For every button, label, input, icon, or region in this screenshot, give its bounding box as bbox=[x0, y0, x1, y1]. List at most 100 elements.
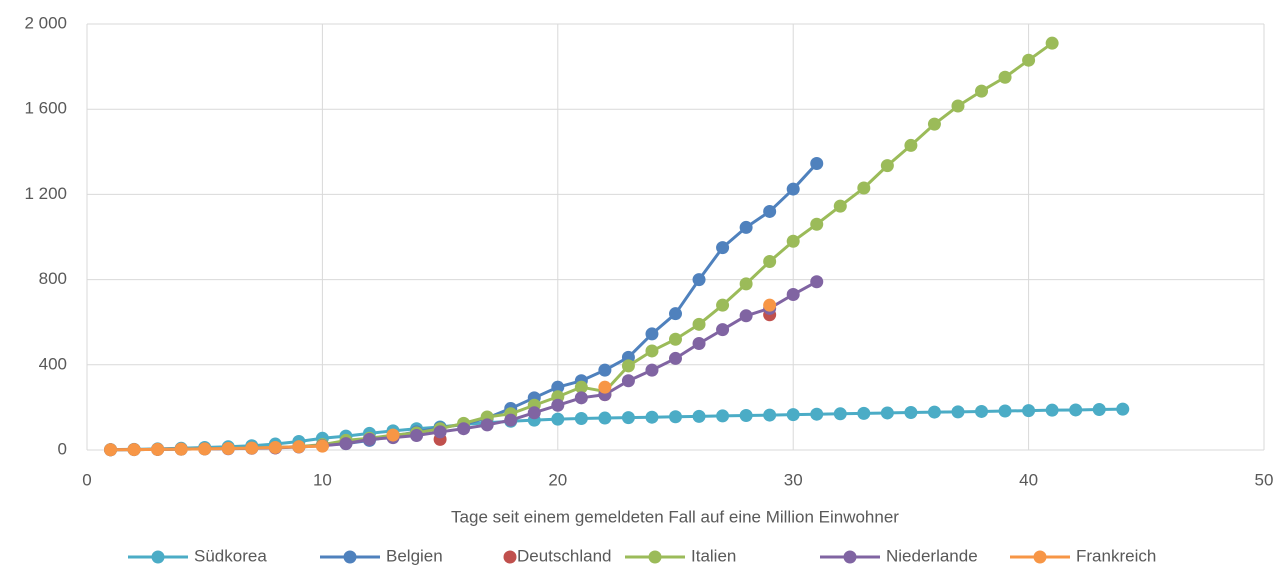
data-point bbox=[362, 432, 376, 446]
data-point bbox=[904, 406, 918, 420]
data-point bbox=[716, 409, 730, 423]
x-tick-label: 20 bbox=[548, 470, 567, 489]
data-point bbox=[692, 409, 706, 423]
series bbox=[104, 275, 824, 457]
legend-label: Belgien bbox=[386, 546, 443, 565]
data-point bbox=[645, 410, 659, 424]
legend-item: Deutschland bbox=[503, 546, 612, 565]
y-tick-label: 1 600 bbox=[24, 99, 67, 118]
x-tick-label: 30 bbox=[784, 470, 803, 489]
data-point bbox=[645, 363, 659, 377]
data-point bbox=[1045, 403, 1059, 417]
y-tick-label: 0 bbox=[58, 439, 67, 458]
legend-item: Italien bbox=[625, 546, 736, 565]
legend-item: Niederlande bbox=[820, 546, 978, 565]
data-point bbox=[810, 217, 824, 231]
legend-label: Deutschland bbox=[517, 546, 612, 565]
data-point bbox=[598, 363, 612, 377]
y-tick-label: 2 000 bbox=[24, 13, 67, 32]
data-point bbox=[739, 309, 753, 323]
data-point bbox=[1045, 36, 1059, 50]
data-point bbox=[951, 99, 965, 113]
data-point bbox=[339, 437, 353, 451]
data-point bbox=[198, 442, 212, 456]
data-point bbox=[833, 407, 847, 421]
data-point bbox=[739, 277, 753, 291]
legend-label: Italien bbox=[691, 546, 736, 565]
series-line bbox=[110, 407, 1123, 452]
data-point bbox=[786, 288, 800, 302]
data-point bbox=[669, 351, 682, 365]
data-point bbox=[504, 413, 518, 427]
data-point bbox=[975, 84, 989, 98]
data-point bbox=[433, 425, 447, 439]
data-point bbox=[645, 344, 659, 358]
x-axis-label: Tage seit einem gemeldeten Fall auf eine… bbox=[451, 507, 899, 526]
data-point bbox=[621, 411, 635, 425]
data-point bbox=[763, 408, 777, 422]
data-point bbox=[716, 323, 730, 337]
data-point bbox=[763, 298, 777, 312]
data-point bbox=[904, 138, 918, 152]
data-point bbox=[669, 332, 682, 346]
data-point bbox=[621, 359, 635, 373]
data-point bbox=[716, 298, 730, 312]
data-point bbox=[551, 412, 565, 426]
legend-marker bbox=[151, 550, 165, 564]
data-point bbox=[810, 407, 824, 421]
data-point bbox=[669, 307, 682, 321]
data-point bbox=[857, 406, 871, 420]
data-point bbox=[1022, 53, 1036, 67]
legend-marker bbox=[503, 550, 517, 564]
legend-label: Südkorea bbox=[194, 546, 267, 565]
data-point bbox=[1092, 403, 1106, 417]
y-tick-label: 400 bbox=[39, 354, 67, 373]
data-point bbox=[221, 442, 235, 456]
data-point bbox=[763, 254, 777, 268]
x-tick-label: 40 bbox=[1019, 470, 1038, 489]
data-point bbox=[880, 159, 894, 173]
legend-marker bbox=[1033, 550, 1047, 564]
y-tick-label: 1 200 bbox=[24, 184, 67, 203]
data-point bbox=[598, 411, 612, 425]
data-point bbox=[998, 404, 1012, 418]
data-point bbox=[786, 408, 800, 422]
series-line bbox=[110, 162, 818, 452]
data-point bbox=[551, 398, 565, 412]
x-tick-label: 50 bbox=[1255, 470, 1274, 489]
data-point bbox=[527, 406, 541, 420]
data-point bbox=[1022, 404, 1036, 418]
data-point bbox=[857, 181, 871, 195]
data-point bbox=[810, 275, 824, 289]
data-point bbox=[1069, 403, 1083, 417]
data-point bbox=[763, 204, 777, 218]
data-point bbox=[174, 442, 188, 456]
data-point bbox=[645, 327, 659, 341]
data-point bbox=[410, 429, 424, 443]
data-point bbox=[127, 443, 141, 457]
data-point bbox=[998, 70, 1012, 84]
data-point bbox=[833, 199, 847, 213]
data-point bbox=[927, 405, 941, 419]
data-point bbox=[480, 418, 494, 432]
data-point bbox=[927, 117, 941, 131]
data-point bbox=[574, 380, 588, 394]
data-point bbox=[692, 337, 706, 350]
data-point bbox=[598, 380, 612, 394]
legend-item: Belgien bbox=[320, 546, 443, 565]
legend-marker bbox=[648, 550, 662, 564]
legend-label: Niederlande bbox=[886, 546, 978, 565]
x-tick-label: 0 bbox=[82, 470, 91, 489]
data-point bbox=[621, 374, 635, 388]
data-point bbox=[786, 234, 800, 248]
data-point bbox=[716, 241, 730, 255]
data-point bbox=[810, 157, 824, 171]
data-point bbox=[669, 410, 682, 424]
data-point bbox=[739, 220, 753, 234]
data-point bbox=[245, 441, 259, 455]
series bbox=[104, 157, 824, 457]
data-point bbox=[268, 440, 282, 454]
series bbox=[104, 298, 777, 457]
data-point bbox=[386, 428, 400, 442]
